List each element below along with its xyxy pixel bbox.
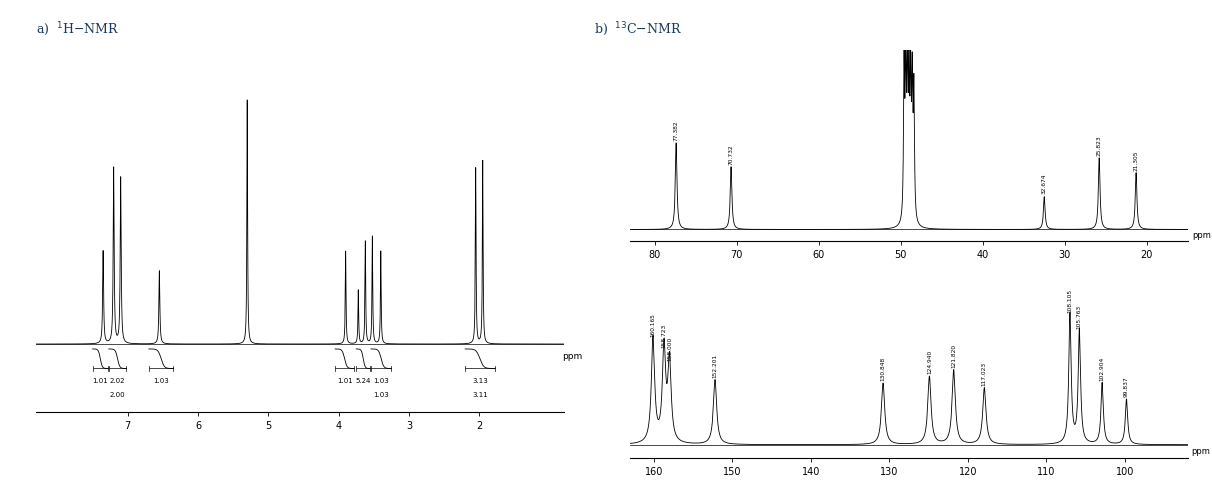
Text: 152.201: 152.201 (713, 354, 718, 378)
Text: 121.820: 121.820 (951, 344, 956, 368)
Text: 130.848: 130.848 (881, 357, 886, 381)
Text: 32.674: 32.674 (1042, 174, 1047, 194)
Text: 99.837: 99.837 (1124, 376, 1130, 397)
Text: 2.02: 2.02 (110, 378, 125, 384)
Text: 1.03: 1.03 (373, 392, 389, 398)
Text: ppm: ppm (1191, 231, 1211, 240)
Text: ppm: ppm (562, 352, 583, 361)
Text: 124.940: 124.940 (927, 350, 932, 374)
Text: 160.165: 160.165 (651, 313, 656, 337)
Text: 1.01: 1.01 (92, 378, 108, 384)
Text: 25.823: 25.823 (1097, 135, 1102, 155)
Text: 1.03: 1.03 (373, 378, 389, 384)
Text: 117.023: 117.023 (982, 362, 987, 386)
Text: 108.105: 108.105 (1068, 289, 1073, 313)
Text: 105.763: 105.763 (1077, 305, 1082, 329)
Text: b)  $^{13}$C$-$NMR: b) $^{13}$C$-$NMR (594, 20, 682, 38)
Text: 3.13: 3.13 (471, 378, 487, 384)
Text: 5.24: 5.24 (355, 378, 371, 384)
Text: a)  $^{1}$H$-$NMR: a) $^{1}$H$-$NMR (36, 20, 120, 38)
Text: 1.03: 1.03 (153, 378, 168, 384)
Text: ppm: ppm (1191, 447, 1211, 456)
Text: 102.904: 102.904 (1099, 357, 1104, 381)
Text: 158.000: 158.000 (667, 337, 671, 361)
Text: 2.00: 2.00 (110, 392, 125, 398)
Text: 1.01: 1.01 (337, 378, 353, 384)
Text: 3.11: 3.11 (471, 392, 487, 398)
Text: 158.723: 158.723 (662, 324, 667, 349)
Text: 21.305: 21.305 (1133, 150, 1138, 171)
Text: 70.732: 70.732 (728, 144, 733, 164)
Text: 77.382: 77.382 (674, 120, 679, 141)
